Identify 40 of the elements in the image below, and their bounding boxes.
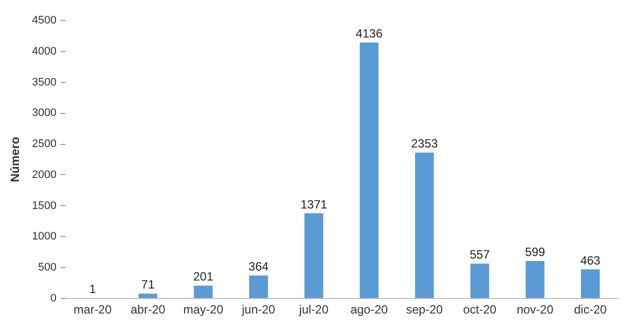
- x-tick-label: mar-20: [74, 302, 112, 316]
- bar: [526, 260, 544, 298]
- data-label: 1: [89, 282, 96, 296]
- data-label: 599: [525, 244, 546, 259]
- y-tick-label: 2000: [32, 168, 56, 181]
- y-tick-label: 2500: [32, 138, 56, 150]
- x-tick-label: jul-20: [298, 302, 329, 316]
- x-tick-label: abr-20: [130, 302, 166, 316]
- data-label: 4136: [356, 26, 383, 40]
- bar: [470, 264, 490, 298]
- y-axis-title: Número: [8, 136, 22, 182]
- y-tick-label: 1500: [32, 200, 56, 212]
- bar: [304, 213, 324, 298]
- x-tick-label: ago-20: [350, 302, 388, 316]
- y-tick-label: 1000: [32, 230, 56, 243]
- bar: [360, 42, 379, 298]
- y-tick-label: 500: [38, 262, 56, 274]
- x-tick-label: sep-20: [406, 302, 444, 316]
- x-tick-label: may-20: [183, 302, 224, 316]
- x-tick-label: nov-20: [516, 302, 554, 316]
- x-tick-label: jun-20: [240, 302, 276, 316]
- data-label: 364: [248, 260, 269, 274]
- y-tick-label: 0: [50, 292, 56, 304]
- bar: [138, 294, 158, 298]
- x-tick-label: dic-20: [574, 302, 608, 316]
- data-label: 463: [580, 253, 601, 268]
- y-tick-label: 4000: [32, 45, 56, 58]
- y-tick-label: 3500: [32, 76, 56, 88]
- data-label: 557: [470, 248, 490, 262]
- bar: [194, 286, 213, 298]
- bar: [415, 152, 434, 298]
- y-tick-label: 3000: [32, 107, 56, 120]
- bar: [249, 276, 268, 298]
- data-label: 71: [141, 278, 155, 292]
- bar: [580, 269, 600, 298]
- y-tick-label: 4500: [32, 14, 56, 26]
- data-label: 2353: [411, 136, 438, 151]
- data-label: 201: [193, 270, 214, 284]
- data-label: 1371: [300, 197, 328, 212]
- x-tick-label: oct-20: [463, 302, 497, 316]
